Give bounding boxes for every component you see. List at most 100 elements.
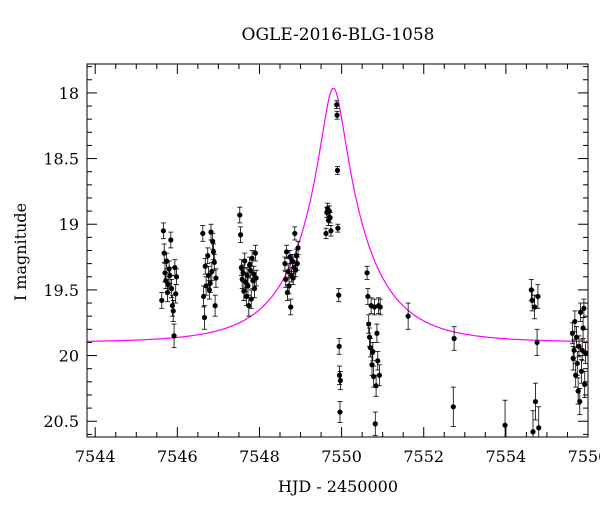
- data-point: [206, 287, 212, 293]
- data-point: [366, 334, 373, 340]
- data-point: [211, 259, 217, 265]
- data-point: [248, 296, 254, 302]
- x-tick-label: 7552: [403, 447, 444, 466]
- data-point: [536, 425, 542, 431]
- data-point: [212, 303, 218, 309]
- data-point: [405, 313, 411, 319]
- y-tick-label: 18.5: [43, 150, 79, 169]
- data-point: [366, 321, 372, 327]
- data-point: [367, 345, 373, 351]
- data-point: [173, 274, 180, 280]
- data-point: [168, 237, 174, 243]
- data-point: [502, 422, 508, 428]
- data-point: [171, 333, 177, 339]
- data-point: [168, 285, 175, 292]
- y-tick-label: 19.5: [43, 281, 79, 300]
- data-point: [364, 270, 370, 276]
- data-point: [288, 304, 294, 310]
- data-point: [292, 230, 298, 237]
- data-point: [451, 335, 457, 342]
- data-point: [336, 343, 342, 349]
- plot-frame: [86, 63, 589, 438]
- data-point: [166, 266, 172, 272]
- data-point: [295, 245, 301, 251]
- data-point: [159, 297, 165, 304]
- y-axis-label: I magnitude: [11, 203, 30, 301]
- data-point: [334, 167, 341, 173]
- data-point: [286, 283, 292, 289]
- data-point: [374, 330, 380, 336]
- data-point: [337, 377, 343, 384]
- x-tick-label: 7556: [568, 447, 600, 466]
- data-point: [282, 261, 288, 267]
- data-point: [371, 304, 378, 310]
- x-axis-label: HJD - 2450000: [278, 477, 398, 496]
- data-point: [572, 318, 578, 325]
- data-point: [577, 398, 583, 405]
- data-point: [200, 230, 206, 237]
- data-point: [207, 280, 213, 286]
- data-point: [569, 330, 575, 336]
- data-point: [251, 285, 258, 292]
- data-point: [372, 421, 378, 427]
- plot-area: 7544 7546 7548 7550 7552 7554 7556 18 18.5 19 19.5…: [43, 63, 600, 466]
- data-point: [201, 314, 208, 321]
- data-point: [530, 429, 536, 435]
- data-point: [365, 293, 371, 300]
- data-point: [534, 339, 540, 346]
- data-point: [209, 268, 215, 275]
- data-point: [210, 238, 216, 244]
- data-point: [578, 309, 584, 315]
- chart-title: OGLE-2016-BLG-1058: [242, 25, 435, 45]
- data-point: [578, 368, 585, 374]
- data-point: [244, 272, 250, 279]
- x-tick-label: 7548: [239, 447, 280, 466]
- data-point: [247, 262, 253, 268]
- data-point: [242, 258, 248, 264]
- data-point: [213, 275, 219, 281]
- x-tick-label: 7544: [75, 447, 116, 466]
- data-point: [252, 250, 258, 256]
- data-point: [377, 304, 383, 310]
- data-point: [245, 283, 251, 289]
- y-tick-label: 18: [59, 84, 79, 103]
- data-point: [237, 212, 243, 218]
- data-point: [328, 228, 334, 234]
- data-point: [205, 253, 211, 259]
- data-point: [323, 230, 329, 237]
- data-point: [334, 112, 340, 118]
- data-point: [576, 343, 582, 349]
- data-point: [202, 263, 208, 269]
- data-point: [335, 225, 341, 231]
- x-tick-label: 7550: [321, 447, 362, 466]
- data-point: [337, 409, 343, 415]
- x-tick-label: 7554: [486, 447, 527, 466]
- data-point: [237, 232, 244, 238]
- data-point: [249, 255, 255, 261]
- data-point: [285, 268, 291, 275]
- data-point: [326, 208, 332, 214]
- data-point: [253, 275, 259, 281]
- data-point: [201, 293, 207, 300]
- data-point: [582, 381, 588, 388]
- y-tick-label: 20: [59, 347, 79, 366]
- data-point: [210, 249, 217, 255]
- data-point: [571, 347, 577, 353]
- model-curve: [87, 87, 588, 343]
- data-point: [532, 304, 538, 310]
- data-point: [251, 271, 257, 277]
- data-point: [336, 372, 343, 378]
- data-point: [376, 372, 382, 378]
- data-point: [450, 404, 456, 410]
- x-tick-label: 7546: [157, 447, 198, 466]
- data-point: [570, 355, 576, 361]
- data-point: [373, 383, 379, 389]
- data-point: [173, 291, 179, 297]
- data-point: [169, 303, 176, 309]
- data-point: [375, 358, 381, 364]
- data-point: [327, 215, 333, 221]
- data-point: [287, 254, 293, 260]
- data-point: [371, 373, 377, 380]
- data-point: [246, 303, 252, 309]
